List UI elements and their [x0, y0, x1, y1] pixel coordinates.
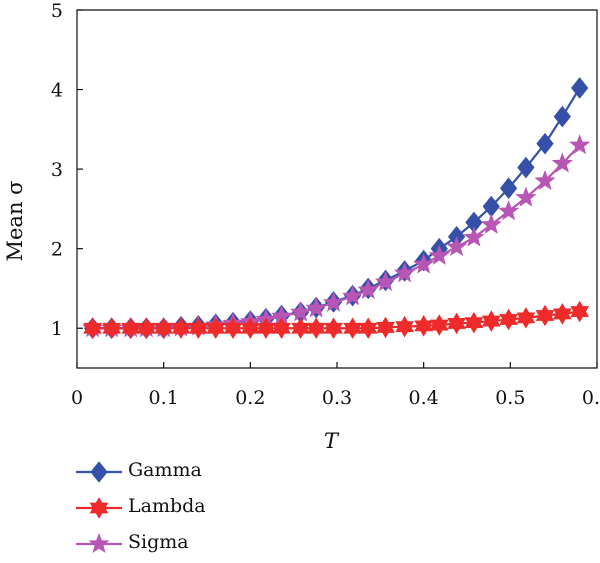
axes: 0 0.1 0.2 0.3 0.4 0.5 0.6 1 2 3 4 5 — [51, 0, 600, 409]
y-tick-label: 2 — [51, 239, 63, 261]
data-point-lambda — [83, 317, 102, 340]
data-point-lambda — [291, 317, 310, 340]
legend-item-lambda: Lambda — [74, 491, 274, 527]
y-axis-title: Mean σ — [3, 181, 27, 262]
legend-marker — [90, 461, 108, 483]
data-point-gamma — [571, 77, 589, 99]
data-point-sigma — [534, 169, 556, 191]
data-point-lambda — [343, 317, 362, 340]
y-tick-label: 1 — [51, 318, 63, 340]
data-point-sigma — [322, 291, 345, 312]
x-tick-label: 0.5 — [495, 387, 525, 409]
data-point-lambda — [570, 300, 590, 323]
data-point-lambda — [481, 310, 501, 332]
data-point-lambda — [552, 303, 572, 325]
data-point-gamma — [553, 105, 571, 128]
legend-label-sigma: Sigma — [128, 531, 189, 553]
y-tick-label: 3 — [51, 159, 63, 181]
data-point-lambda — [154, 317, 174, 340]
data-point-lambda — [121, 317, 141, 340]
data-point-sigma — [342, 285, 364, 306]
data-point-lambda — [324, 317, 343, 340]
data-point-lambda — [464, 311, 484, 334]
data-point-lambda — [272, 317, 291, 340]
legend-marker — [89, 497, 109, 519]
legend: Gamma Lambda Sigma — [74, 455, 274, 563]
legend-item-sigma: Sigma — [74, 527, 274, 563]
x-tick-label: 0.3 — [322, 387, 352, 409]
data-point-sigma — [290, 301, 312, 322]
legend-swatch-gamma — [76, 461, 122, 483]
series-layer — [82, 77, 591, 340]
data-point-sigma — [394, 262, 416, 283]
data-point-sigma — [357, 278, 379, 300]
legend-marker — [88, 532, 110, 554]
legend-swatch-sigma — [76, 532, 122, 554]
data-point-sigma — [305, 297, 327, 318]
legend-swatch-lambda — [76, 497, 122, 519]
data-point-lambda — [499, 308, 518, 331]
series-sigma — [82, 134, 591, 338]
data-point-lambda — [136, 317, 156, 340]
data-point-lambda — [535, 304, 555, 327]
data-point-sigma — [413, 253, 435, 274]
data-point-lambda — [395, 315, 414, 338]
data-point-sigma — [463, 226, 485, 247]
y-tick-label: 4 — [51, 80, 63, 102]
x-tick-label: 0 — [71, 387, 83, 409]
x-tick-label: 0.4 — [409, 387, 439, 409]
data-point-sigma — [551, 152, 573, 173]
chart: 0 0.1 0.2 0.3 0.4 0.5 0.6 1 2 3 4 5 T Mean σ — [3, 0, 600, 453]
legend-label-lambda: Lambda — [128, 495, 206, 517]
series-lambda — [83, 300, 590, 340]
x-tick-label: 0.2 — [235, 387, 265, 409]
data-point-sigma — [374, 270, 397, 292]
data-point-sigma — [498, 200, 520, 221]
data-point-lambda — [102, 317, 122, 340]
legend-item-gamma: Gamma — [74, 455, 274, 491]
data-point-sigma — [428, 244, 450, 265]
data-point-lambda — [376, 316, 395, 339]
data-point-sigma — [515, 186, 537, 207]
data-point-lambda — [306, 317, 326, 340]
x-axis-title: T — [324, 429, 340, 453]
legend-label-gamma: Gamma — [128, 459, 202, 481]
x-tick-label: 0.1 — [149, 387, 179, 409]
data-point-gamma — [517, 156, 535, 179]
data-point-gamma — [536, 132, 554, 155]
y-tick-label: 5 — [51, 0, 63, 22]
x-tick-label: 0.6 — [582, 387, 600, 409]
data-point-lambda — [516, 307, 536, 329]
data-point-sigma — [446, 235, 468, 257]
data-point-lambda — [447, 312, 466, 335]
data-point-gamma — [499, 177, 518, 200]
data-point-lambda — [414, 315, 434, 337]
data-point-sigma — [480, 213, 502, 234]
data-point-lambda — [429, 314, 449, 336]
data-point-sigma — [569, 134, 591, 155]
data-point-lambda — [358, 317, 378, 340]
